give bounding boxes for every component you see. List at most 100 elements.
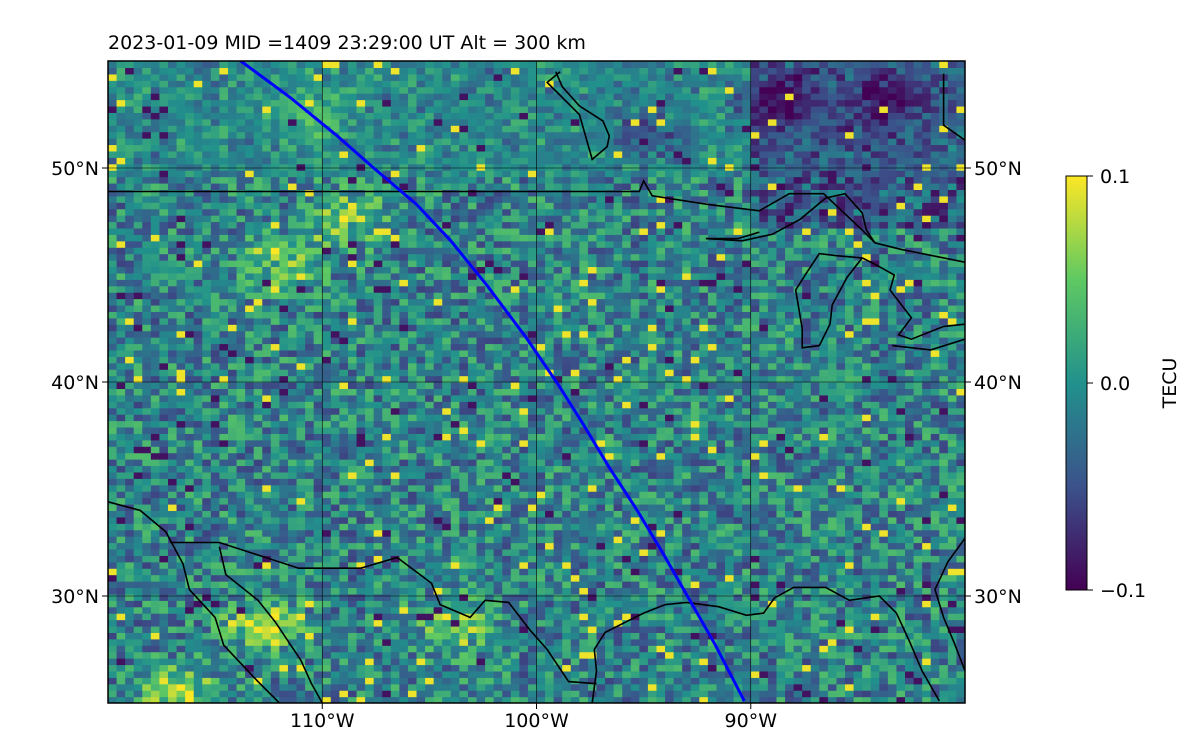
field-cell xyxy=(527,459,538,467)
field-cell xyxy=(656,625,666,633)
field-cell xyxy=(716,670,726,678)
field-cell xyxy=(639,677,649,685)
field-cell xyxy=(125,593,135,601)
field-cell xyxy=(759,439,769,447)
field-cell xyxy=(262,645,272,653)
field-cell xyxy=(553,439,563,447)
field-cell xyxy=(382,632,392,640)
field-cell xyxy=(536,426,546,434)
field-cell xyxy=(819,581,829,589)
field-cell xyxy=(836,638,846,646)
field-cell xyxy=(322,452,332,460)
field-cell xyxy=(630,510,640,518)
field-cell xyxy=(827,568,838,576)
field-cell xyxy=(519,542,529,550)
field-cell xyxy=(399,664,409,672)
field-cell xyxy=(810,401,820,409)
field-cell xyxy=(202,497,212,505)
field-cell xyxy=(793,581,803,589)
field-cell xyxy=(176,574,186,582)
field-cell xyxy=(810,523,820,531)
field-cell xyxy=(819,658,829,666)
field-cell xyxy=(347,645,358,653)
field-cell xyxy=(330,645,340,653)
field-cell xyxy=(219,587,229,595)
field-cell xyxy=(279,690,289,698)
field-cell xyxy=(133,677,143,685)
field-cell xyxy=(108,426,118,434)
field-cell xyxy=(425,651,435,659)
field-cell xyxy=(142,536,152,544)
field-cell xyxy=(125,452,135,460)
field-cell xyxy=(750,523,760,531)
field-cell xyxy=(485,478,495,486)
field-cell xyxy=(793,510,803,518)
field-cell xyxy=(656,491,666,499)
field-cell xyxy=(836,568,846,576)
field-cell xyxy=(587,632,598,640)
field-cell xyxy=(433,587,443,595)
field-cell xyxy=(896,600,906,608)
field-cell xyxy=(390,484,400,492)
field-cell xyxy=(545,414,555,422)
field-cell xyxy=(887,632,898,640)
field-cell xyxy=(785,658,795,666)
field-cell xyxy=(459,561,469,569)
field-cell xyxy=(442,536,452,544)
field-cell xyxy=(776,471,786,479)
field-cell xyxy=(767,484,778,492)
field-cell xyxy=(639,510,649,518)
field-cell xyxy=(656,439,666,447)
field-cell xyxy=(887,452,898,460)
field-cell xyxy=(862,452,872,460)
field-cell xyxy=(305,491,315,499)
field-cell xyxy=(733,613,743,621)
field-cell xyxy=(176,613,186,621)
field-cell xyxy=(142,516,152,524)
field-cell xyxy=(322,491,332,499)
field-cell xyxy=(347,491,358,499)
field-cell xyxy=(339,658,349,666)
field-cell xyxy=(296,632,306,640)
field-cell xyxy=(245,658,255,666)
field-cell xyxy=(382,581,392,589)
field-cell xyxy=(853,690,863,698)
field-cell xyxy=(365,459,375,467)
field-cell xyxy=(827,625,838,633)
field-cell xyxy=(956,439,965,447)
field-cell xyxy=(870,683,880,691)
field-cell xyxy=(922,401,932,409)
field-cell xyxy=(742,414,752,422)
field-cell xyxy=(656,523,666,531)
field-cell xyxy=(716,516,726,524)
field-cell xyxy=(622,465,632,473)
field-cell xyxy=(545,407,555,415)
field-cell xyxy=(236,561,246,569)
field-cell xyxy=(545,619,555,627)
field-cell xyxy=(279,696,289,703)
field-cell xyxy=(185,670,195,678)
field-cell xyxy=(527,452,538,460)
field-cell xyxy=(673,516,683,524)
field-cell xyxy=(750,638,760,646)
field-cell xyxy=(373,388,383,396)
field-cell xyxy=(305,388,315,396)
field-cell xyxy=(913,677,923,685)
field-cell xyxy=(630,491,640,499)
field-cell xyxy=(690,516,700,524)
field-cell xyxy=(236,459,246,467)
field-cell xyxy=(545,690,555,698)
field-cell xyxy=(836,388,846,396)
field-cell xyxy=(716,581,726,589)
field-cell xyxy=(476,426,486,434)
field-cell xyxy=(330,542,340,550)
field-cell xyxy=(245,555,255,563)
field-cell xyxy=(227,625,238,633)
field-cell xyxy=(690,529,700,537)
field-cell xyxy=(296,439,306,447)
field-cell xyxy=(810,561,820,569)
field-cell xyxy=(699,587,709,595)
field-cell xyxy=(922,433,932,441)
field-cell xyxy=(476,465,486,473)
field-cell xyxy=(622,471,632,479)
